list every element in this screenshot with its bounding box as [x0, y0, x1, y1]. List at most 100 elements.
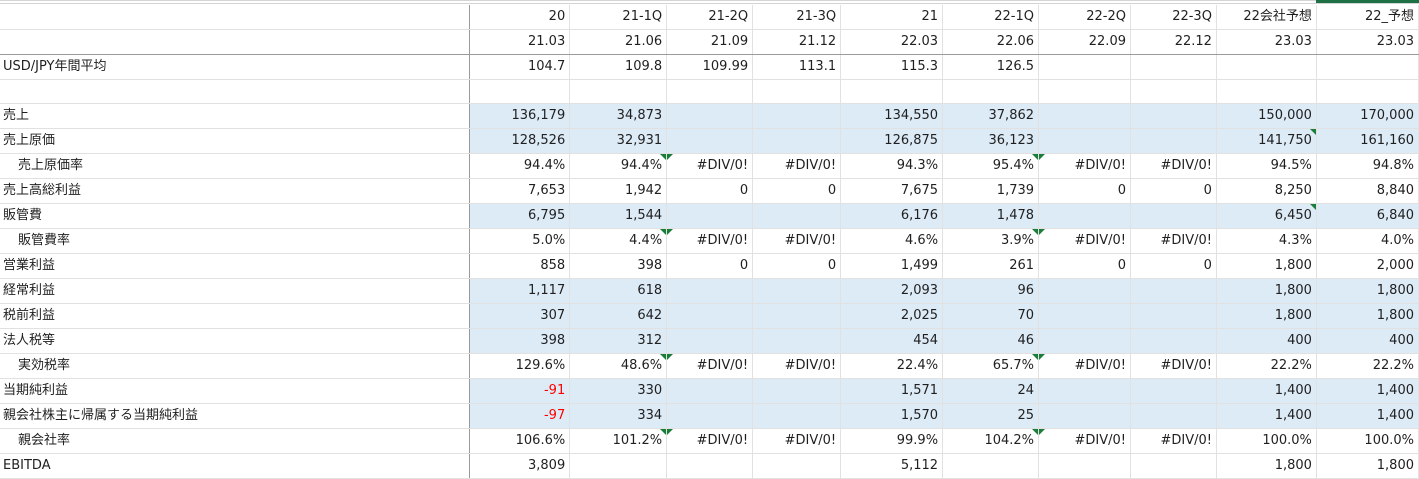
value-cell[interactable]: 334 [569, 403, 668, 429]
value-cell[interactable]: #DIV/0! [1130, 353, 1217, 379]
value-cell[interactable]: #DIV/0! [1130, 228, 1217, 254]
value-cell[interactable] [1130, 453, 1217, 479]
value-cell[interactable] [942, 79, 1040, 104]
row-label-cell[interactable]: 販管費率 [0, 228, 471, 254]
value-cell[interactable]: #DIV/0! [666, 428, 754, 454]
value-cell[interactable]: 2,025 [840, 303, 944, 329]
value-cell[interactable]: 113.1 [752, 54, 842, 80]
value-cell[interactable]: 1,800 [1316, 453, 1419, 479]
value-cell[interactable]: 101.2% [569, 428, 668, 454]
value-cell[interactable]: #DIV/0! [666, 153, 754, 179]
value-cell[interactable]: 5,112 [840, 453, 944, 479]
value-cell[interactable]: 126.5 [942, 54, 1040, 80]
value-cell[interactable]: 0 [752, 253, 842, 279]
row-label-cell[interactable]: 親会社率 [0, 428, 471, 454]
value-cell[interactable]: 0 [752, 178, 842, 204]
value-cell[interactable] [569, 79, 668, 104]
value-cell[interactable]: 115.3 [840, 54, 944, 80]
header-period-cell[interactable]: 22_予想 [1316, 5, 1419, 30]
value-cell[interactable] [752, 403, 842, 429]
financial-table[interactable]: 20 21-1Q 21-2Q 21-3Q 21 22-1Q 22-2Q 22-3Q 22会社予想… [0, 5, 1419, 479]
value-cell[interactable] [1130, 378, 1217, 404]
header-period-cell[interactable]: 21 [840, 5, 944, 30]
value-cell[interactable]: 129.6% [469, 353, 571, 379]
value-cell[interactable]: 104.7 [469, 54, 571, 80]
value-cell[interactable]: #DIV/0! [752, 353, 842, 379]
value-cell[interactable]: 6,450 [1216, 203, 1317, 229]
header-date-cell[interactable]: 22.03 [840, 29, 944, 55]
value-cell[interactable]: 1,478 [942, 203, 1040, 229]
value-cell[interactable]: 0 [1038, 178, 1131, 204]
value-cell[interactable]: 1,400 [1216, 378, 1317, 404]
value-cell[interactable] [1130, 79, 1217, 104]
value-cell[interactable]: 22.2% [1316, 353, 1419, 379]
value-cell[interactable]: 4.3% [1216, 228, 1317, 254]
value-cell[interactable] [666, 303, 754, 329]
value-cell[interactable]: 48.6% [569, 353, 668, 379]
value-cell[interactable] [1038, 453, 1131, 479]
value-cell[interactable]: 1,800 [1216, 453, 1317, 479]
value-cell[interactable]: 3,809 [469, 453, 571, 479]
value-cell[interactable] [1038, 328, 1131, 354]
row-label-cell[interactable]: EBITDA [0, 453, 471, 479]
value-cell[interactable]: 398 [569, 253, 668, 279]
value-cell[interactable]: 37,862 [942, 103, 1040, 129]
value-cell[interactable] [666, 203, 754, 229]
value-cell[interactable] [1130, 203, 1217, 229]
value-cell[interactable]: 858 [469, 253, 571, 279]
header-period-cell[interactable]: 21-1Q [569, 5, 668, 30]
row-label-cell[interactable]: 親会社株主に帰属する当期純利益 [0, 403, 471, 429]
value-cell[interactable]: 106.6% [469, 428, 571, 454]
value-cell[interactable]: 94.4% [469, 153, 571, 179]
value-cell[interactable]: 0 [666, 178, 754, 204]
header-period-cell[interactable]: 21-3Q [752, 5, 842, 30]
header-date-cell[interactable]: 21.06 [569, 29, 668, 55]
value-cell[interactable]: 96 [942, 278, 1040, 304]
value-cell[interactable] [1038, 378, 1131, 404]
value-cell[interactable] [752, 378, 842, 404]
value-cell[interactable] [1130, 128, 1217, 154]
value-cell[interactable]: 1,800 [1316, 278, 1419, 304]
value-cell[interactable]: 7,675 [840, 178, 944, 204]
value-cell[interactable]: 3.9% [942, 228, 1040, 254]
value-cell[interactable]: 4.4% [569, 228, 668, 254]
value-cell[interactable] [1130, 103, 1217, 129]
value-cell[interactable] [666, 278, 754, 304]
value-cell[interactable] [1038, 54, 1131, 80]
row-label-cell[interactable]: 売上高総利益 [0, 178, 471, 204]
value-cell[interactable]: 1,117 [469, 278, 571, 304]
value-cell[interactable]: 2,093 [840, 278, 944, 304]
value-cell[interactable]: 1,400 [1316, 378, 1419, 404]
value-cell[interactable] [752, 453, 842, 479]
value-cell[interactable]: 1,400 [1316, 403, 1419, 429]
row-label-cell[interactable]: USD/JPY年間平均 [0, 54, 471, 80]
value-cell[interactable] [752, 203, 842, 229]
header-period-cell[interactable]: 22会社予想 [1216, 5, 1317, 30]
value-cell[interactable]: -97 [469, 403, 571, 429]
row-label-cell[interactable]: 法人税等 [0, 328, 471, 354]
value-cell[interactable]: 99.9% [840, 428, 944, 454]
value-cell[interactable]: 104.2% [942, 428, 1040, 454]
header-period-cell[interactable]: 22-3Q [1130, 5, 1217, 30]
row-label-cell[interactable]: 売上原価率 [0, 153, 471, 179]
header-date-cell[interactable]: 22.12 [1130, 29, 1217, 55]
value-cell[interactable]: 161,160 [1316, 128, 1419, 154]
value-cell[interactable]: 8,840 [1316, 178, 1419, 204]
value-cell[interactable]: 24 [942, 378, 1040, 404]
value-cell[interactable]: 94.5% [1216, 153, 1317, 179]
value-cell[interactable] [752, 328, 842, 354]
value-cell[interactable]: 400 [1216, 328, 1317, 354]
value-cell[interactable]: 1,800 [1216, 278, 1317, 304]
header-date-cell[interactable]: 21.12 [752, 29, 842, 55]
value-cell[interactable]: 0 [1130, 253, 1217, 279]
value-cell[interactable]: 0 [666, 253, 754, 279]
value-cell[interactable] [569, 453, 668, 479]
value-cell[interactable]: 6,840 [1316, 203, 1419, 229]
value-cell[interactable]: 5.0% [469, 228, 571, 254]
value-cell[interactable] [840, 79, 944, 104]
value-cell[interactable]: 307 [469, 303, 571, 329]
value-cell[interactable]: 126,875 [840, 128, 944, 154]
header-period-cell[interactable]: 22-2Q [1038, 5, 1131, 30]
row-label-cell[interactable]: 売上原価 [0, 128, 471, 154]
